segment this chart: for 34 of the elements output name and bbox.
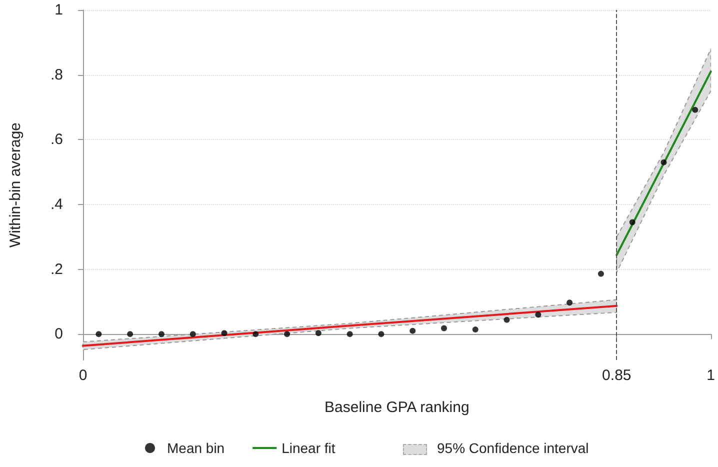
point xyxy=(284,331,290,338)
legend-label: Mean bin xyxy=(167,440,225,456)
point xyxy=(127,331,134,338)
point xyxy=(346,331,353,338)
point xyxy=(252,331,259,338)
y-tick-label: 1 xyxy=(54,2,63,18)
point xyxy=(504,316,510,323)
point xyxy=(535,312,542,318)
x-tick-label: 0.85 xyxy=(602,367,632,384)
point xyxy=(378,331,384,338)
point xyxy=(441,325,447,332)
y-axis-title: Within-bin average xyxy=(7,122,24,248)
text: 95% Confidence interval xyxy=(437,440,589,456)
x-tick-label: 1 xyxy=(706,367,715,384)
y-tick-label: .4 xyxy=(50,196,63,213)
x-tick-label: 0 xyxy=(78,367,88,384)
y-tick-label: 0 xyxy=(54,326,63,343)
point xyxy=(96,331,102,338)
point xyxy=(660,159,667,166)
point xyxy=(598,270,604,277)
y-tick-label: .2 xyxy=(50,260,63,278)
point xyxy=(472,326,478,333)
point xyxy=(410,328,416,334)
x-axis-title: Baseline GPA ranking xyxy=(324,399,470,416)
point xyxy=(315,330,322,336)
y-tick-label: .8 xyxy=(50,66,63,84)
y-tick-label: .6 xyxy=(50,131,63,148)
point xyxy=(566,300,573,306)
point xyxy=(221,330,228,336)
point xyxy=(190,331,196,338)
point xyxy=(158,331,164,338)
point xyxy=(692,106,698,113)
point xyxy=(629,219,636,226)
legend-label: Linear fit xyxy=(282,440,336,456)
